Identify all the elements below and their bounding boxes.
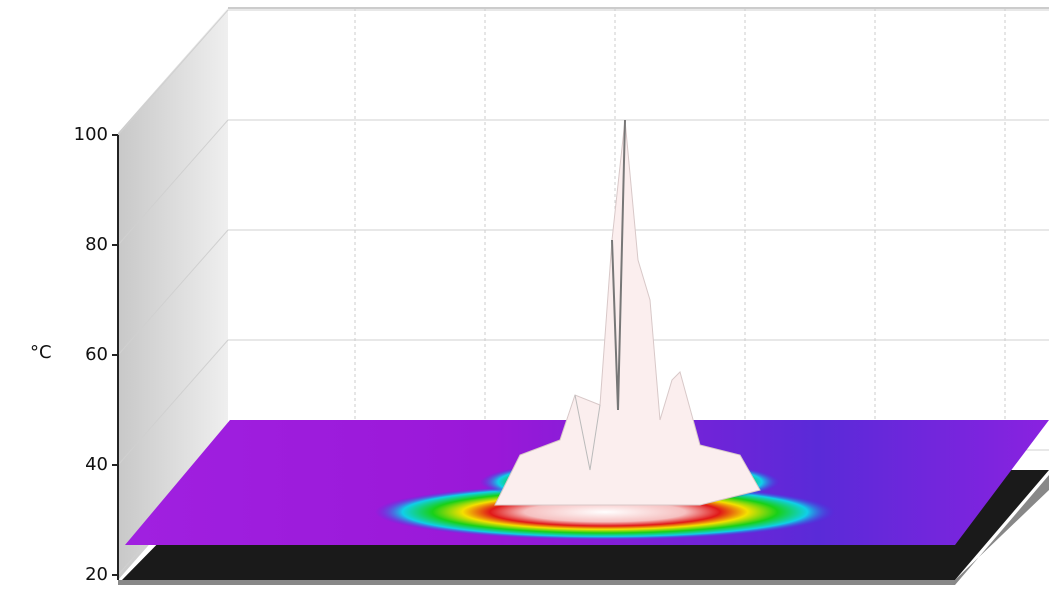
y-tick-label: 40 [85,454,108,475]
y-tick-label: 60 [85,344,108,365]
y-tick-label: 80 [85,234,108,255]
y-axis: 20 40 60 80 100 [74,124,118,585]
chart: 20 40 60 80 100 °C [0,0,1049,590]
y-tick-label: 20 [85,564,108,585]
y-axis-label: °C [30,342,52,363]
y-tick-label: 100 [74,124,108,145]
